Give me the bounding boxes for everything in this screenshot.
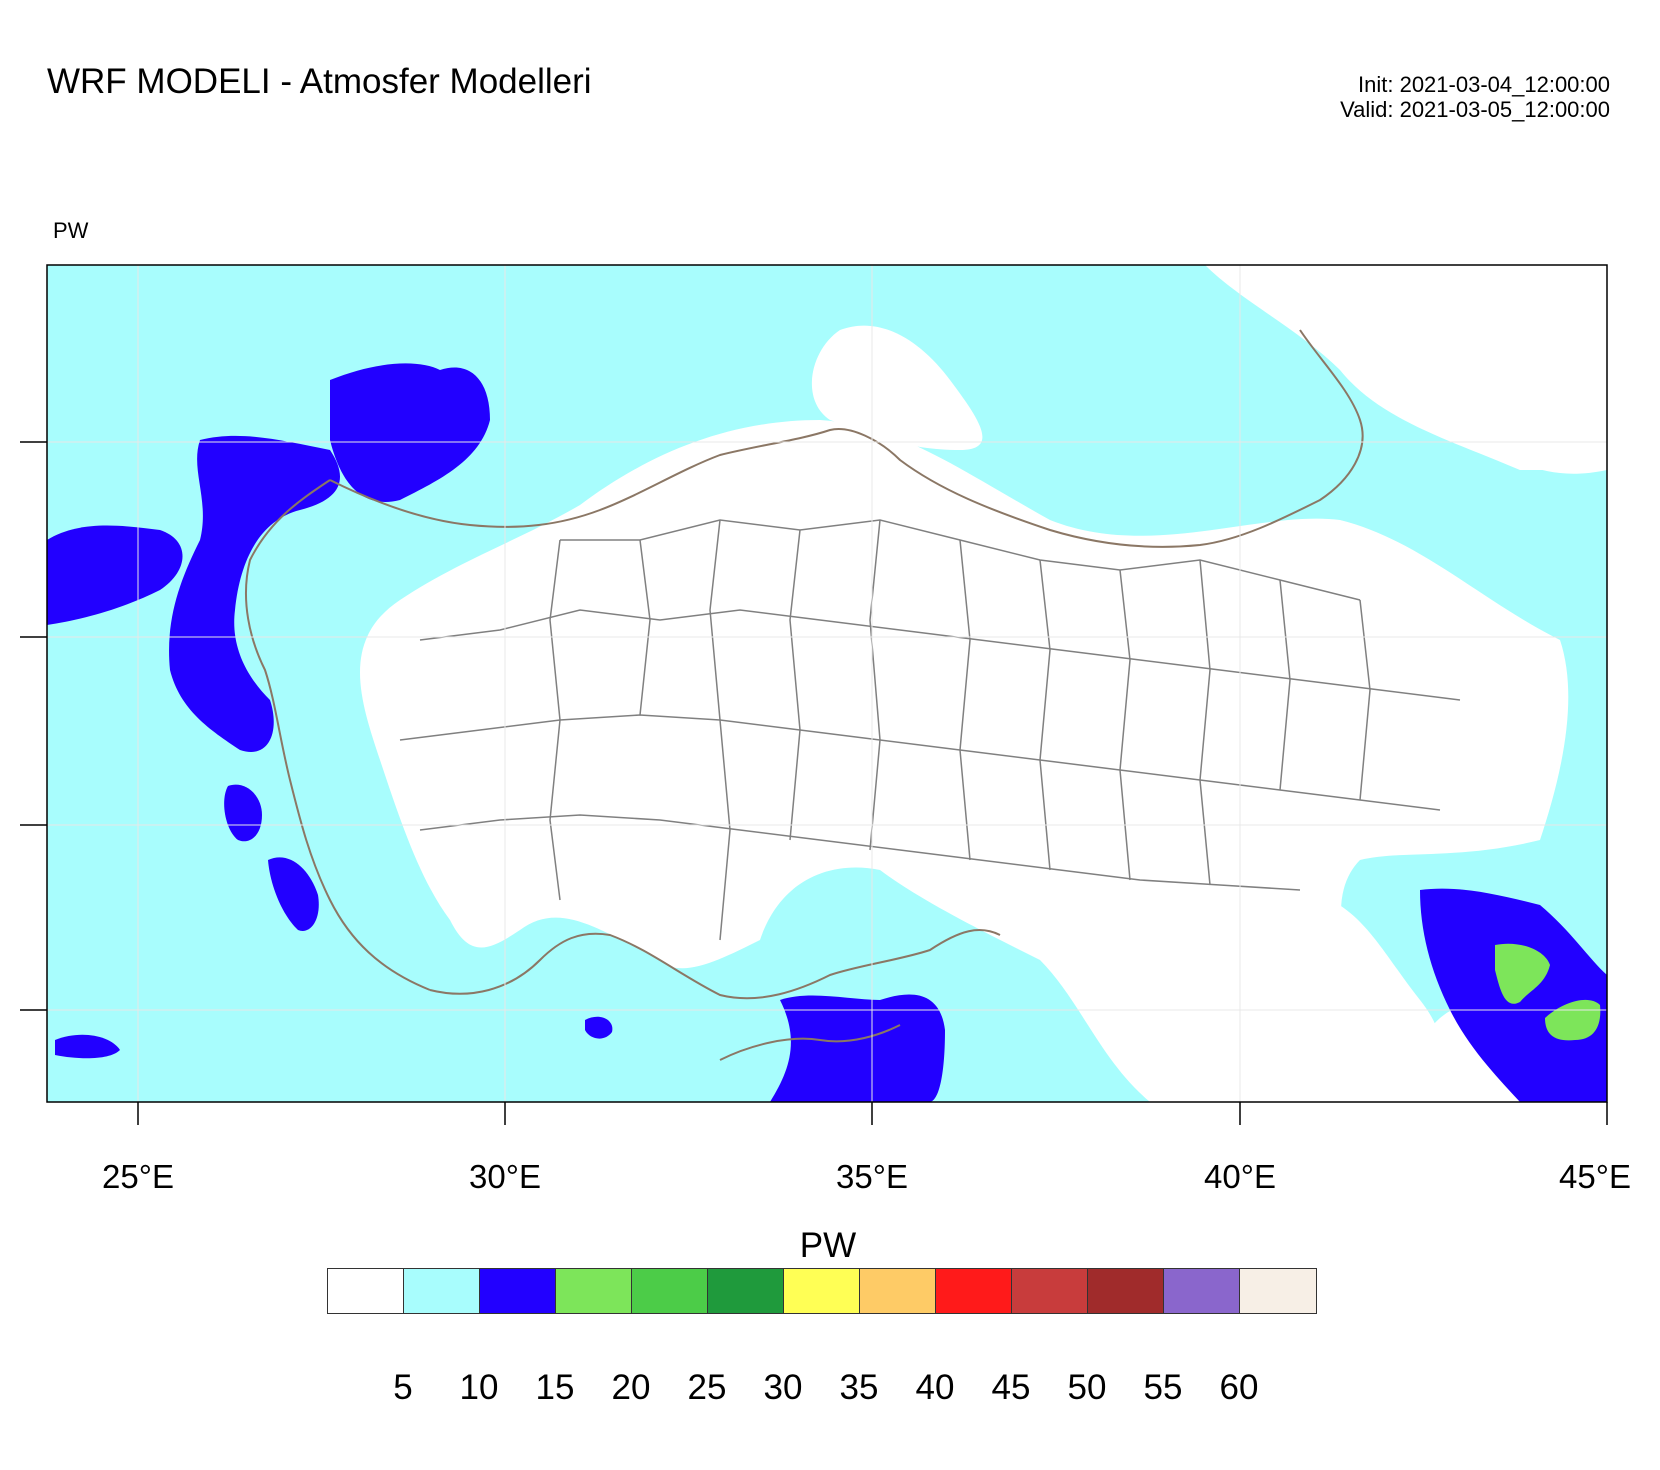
coastline-south bbox=[429, 929, 1001, 1000]
colorbar-label: 30 bbox=[763, 1368, 803, 1407]
x-tick-label: 25°E bbox=[102, 1158, 174, 1195]
colorbar-label: 15 bbox=[535, 1368, 575, 1407]
colorbar-label: 50 bbox=[1067, 1368, 1107, 1407]
colorbar bbox=[327, 1268, 1317, 1314]
coastline-west bbox=[244, 479, 431, 991]
colorbar-label: 25 bbox=[687, 1368, 727, 1407]
pw-shade-5-ne bbox=[1230, 265, 1607, 474]
colorbar-label: 60 bbox=[1219, 1368, 1259, 1407]
pw-shade-15-dot bbox=[585, 1016, 613, 1039]
colorbar-swatch bbox=[1164, 1269, 1240, 1313]
colorbar-swatch bbox=[480, 1269, 556, 1313]
time-info: Init: 2021-03-04_12:00:00 Valid: 2021-03… bbox=[1340, 72, 1610, 122]
coastline-cyprus bbox=[719, 1024, 901, 1061]
colorbar-swatch bbox=[1012, 1269, 1088, 1313]
pw-shade-20-a bbox=[1495, 943, 1550, 1004]
gridlines bbox=[47, 265, 1607, 1102]
colorbar-swatch bbox=[632, 1269, 708, 1313]
colorbar-swatch bbox=[708, 1269, 784, 1313]
pw-shade-15-west bbox=[47, 525, 183, 625]
pw-shade-15-island-a bbox=[224, 784, 262, 842]
y-ticks bbox=[20, 441, 47, 1011]
colorbar-swatch bbox=[404, 1269, 480, 1313]
colorbar-label: 5 bbox=[393, 1368, 413, 1407]
pw-shade-5-sea bbox=[811, 325, 983, 450]
coastline-north bbox=[329, 329, 1364, 548]
init-time: Init: 2021-03-04_12:00:00 bbox=[1358, 72, 1610, 97]
colorbar-label: 45 bbox=[991, 1368, 1031, 1407]
province-borders bbox=[399, 519, 1461, 941]
colorbar-swatch bbox=[936, 1269, 1012, 1313]
pw-shade-15-sw bbox=[55, 1034, 120, 1059]
x-ticks bbox=[137, 1102, 1608, 1125]
variable-label: PW bbox=[53, 218, 89, 243]
colorbar-label: 35 bbox=[839, 1368, 879, 1407]
x-tick-label: 45°E bbox=[1559, 1158, 1631, 1195]
pw-shade-15-cyprus bbox=[770, 994, 945, 1102]
pw-shade-5-se bbox=[1120, 887, 1442, 1102]
valid-time: Valid: 2021-03-05_12:00:00 bbox=[1340, 97, 1610, 122]
pw-shade-15-island-b bbox=[268, 857, 319, 931]
x-tick-label: 35°E bbox=[836, 1158, 908, 1195]
colorbar-label: 40 bbox=[915, 1368, 955, 1407]
colorbar-swatch bbox=[556, 1269, 632, 1313]
colorbar-swatch bbox=[1240, 1269, 1316, 1313]
colorbar-title: PW bbox=[799, 1226, 857, 1265]
colorbar-swatch bbox=[784, 1269, 860, 1313]
colorbar-swatch bbox=[328, 1269, 404, 1313]
x-tick-label: 30°E bbox=[469, 1158, 541, 1195]
colorbar-swatch bbox=[1088, 1269, 1164, 1313]
colorbar-swatch bbox=[860, 1269, 936, 1313]
pw-shade-15-marmara bbox=[330, 363, 490, 502]
colorbar-label: 20 bbox=[611, 1368, 651, 1407]
colorbar-label: 55 bbox=[1143, 1368, 1183, 1407]
chart-title: WRF MODELI - Atmosfer Modelleri bbox=[47, 62, 592, 101]
x-tick-label: 40°E bbox=[1204, 1158, 1276, 1195]
plot-frame bbox=[46, 264, 1608, 1103]
pw-shade-15-aegean bbox=[169, 435, 340, 752]
colorbar-label: 10 bbox=[459, 1368, 499, 1407]
